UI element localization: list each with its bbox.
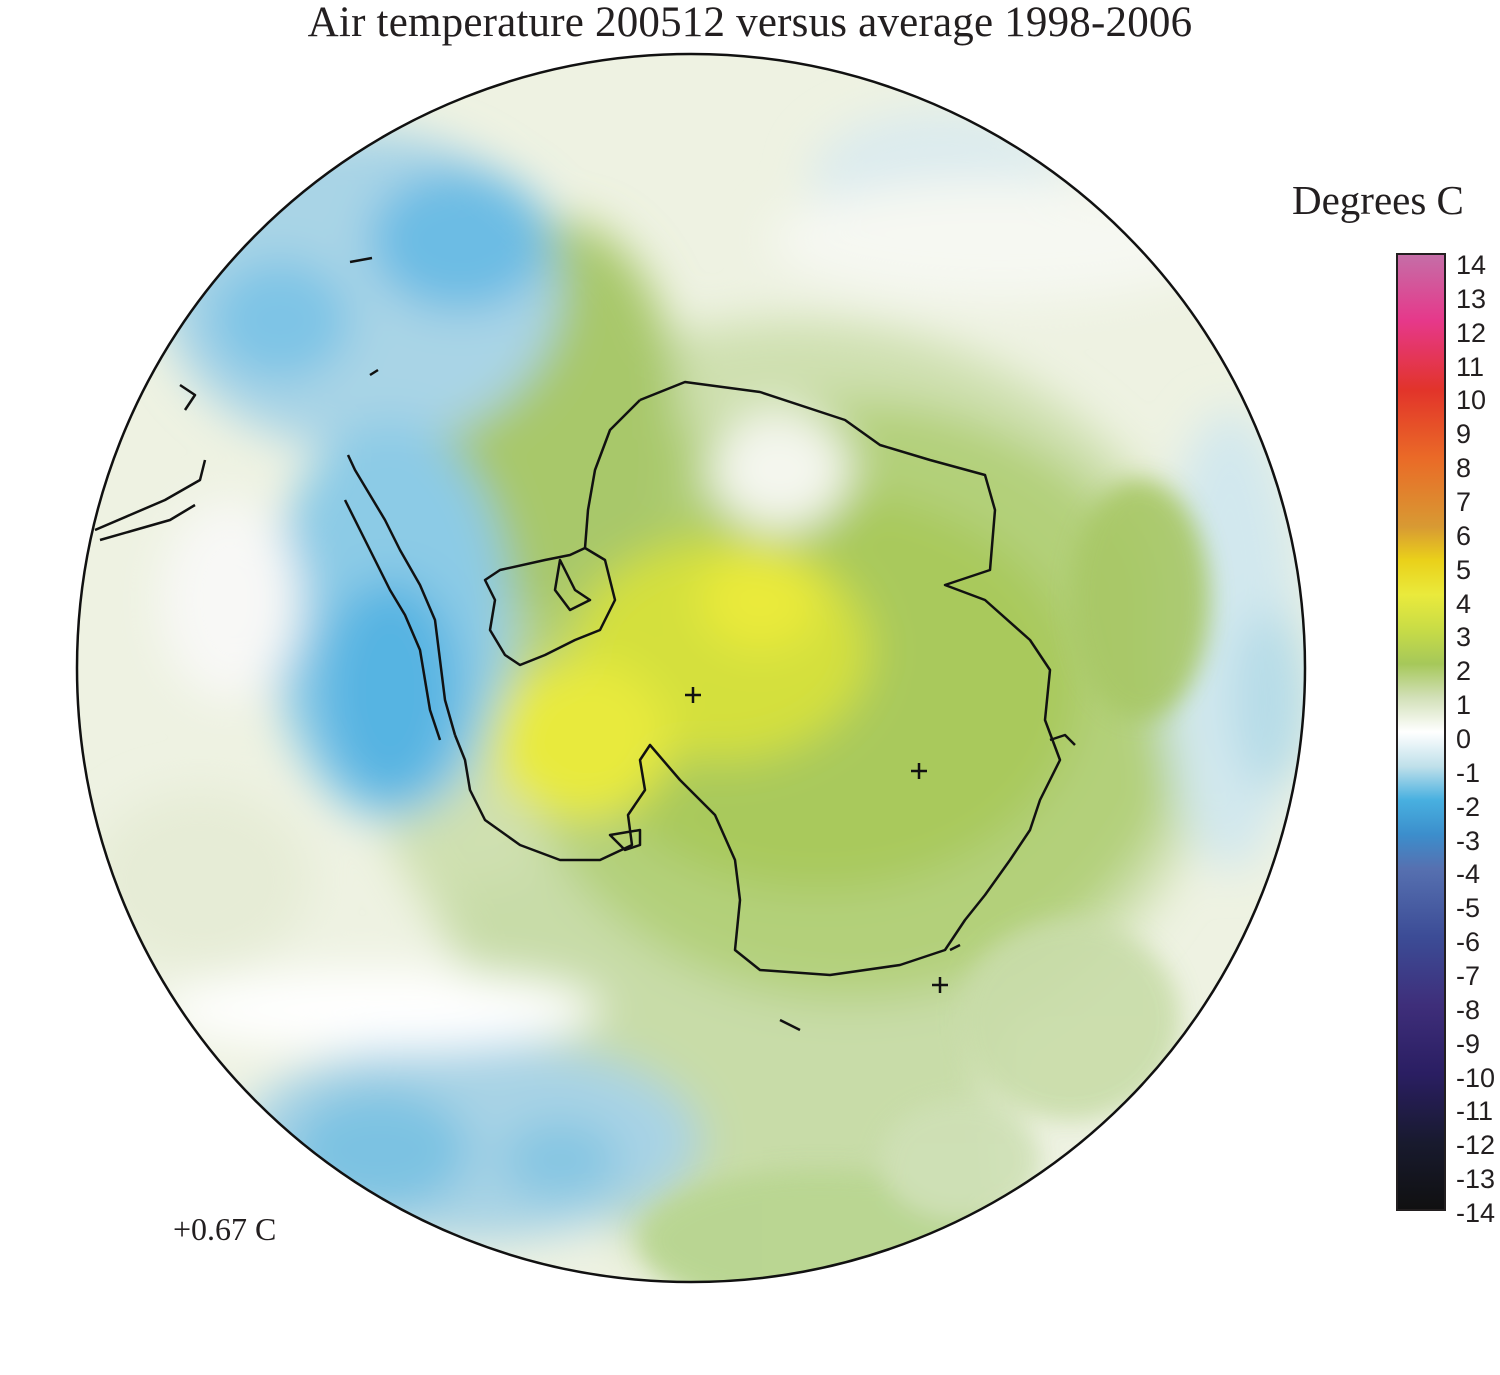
plus-marker (911, 763, 927, 779)
colorbar-tick-label: -2 (1456, 791, 1481, 822)
colorbar-tick-label: 14 (1456, 250, 1487, 280)
map-border (75, 52, 1307, 1284)
colorbar-tick-label: -5 (1456, 893, 1481, 924)
plus-marker (685, 687, 701, 703)
colorbar-tick-label: -8 (1456, 994, 1481, 1025)
colorbar-tick-label: 2 (1456, 656, 1472, 687)
colorbar-tick-label: -7 (1456, 961, 1481, 991)
colorbar-tick-label: 1 (1456, 690, 1472, 721)
colorbar-tick-label: 4 (1456, 588, 1472, 619)
mean-anomaly: +0.67 C (173, 1211, 277, 1247)
colorbar-tick-label: 5 (1456, 554, 1472, 585)
colorbar-tick-label: 3 (1456, 622, 1472, 653)
colorbar-tick-label: 9 (1456, 419, 1472, 450)
colorbar-tick-label: -11 (1456, 1096, 1494, 1127)
colorbar-tick-label: 7 (1456, 487, 1472, 517)
plus-marker (932, 977, 948, 993)
colorbar-tick-label: -3 (1456, 825, 1481, 856)
temperature-field (77, 54, 1305, 1282)
plus-markers (685, 687, 948, 993)
colorbar-tick-label: -13 (1456, 1164, 1496, 1195)
colorbar-fill (1396, 253, 1446, 1211)
colorbar (1396, 253, 1446, 1211)
colorbar-tick-label: 12 (1456, 317, 1487, 348)
colorbar-tick-labels: 14 13 12 11 10 9 8 7 6 5 4 3 2 1 0 -1 -2 -3 -4 -5 -6 -7 -8 -9 -1… (1456, 0, 1500, 1375)
colorbar-tick-label: 6 (1456, 520, 1472, 551)
colorbar-tick-label: -4 (1456, 859, 1481, 890)
colorbar-tick-label: -12 (1456, 1130, 1496, 1161)
colorbar-tick-label: -14 (1456, 1198, 1496, 1228)
colorbar-tick-label: 11 (1456, 351, 1485, 382)
colorbar-tick-label: -1 (1456, 757, 1481, 788)
colorbar-tick-label: 10 (1456, 385, 1487, 416)
colorbar-unit-label: Degrees C (1292, 177, 1464, 223)
colorbar-tick-label: -6 (1456, 927, 1481, 958)
coastline (94, 256, 1076, 1032)
colorbar-tick-label: 8 (1456, 453, 1472, 484)
colorbar-tick-label: 13 (1456, 283, 1487, 314)
colorbar-tick-label: -10 (1456, 1062, 1496, 1093)
colorbar-tick-label: -9 (1456, 1028, 1481, 1059)
chart-title: Air temperature 200512 versus average 19… (307, 0, 1193, 46)
colorbar-tick-label: 0 (1456, 724, 1472, 754)
